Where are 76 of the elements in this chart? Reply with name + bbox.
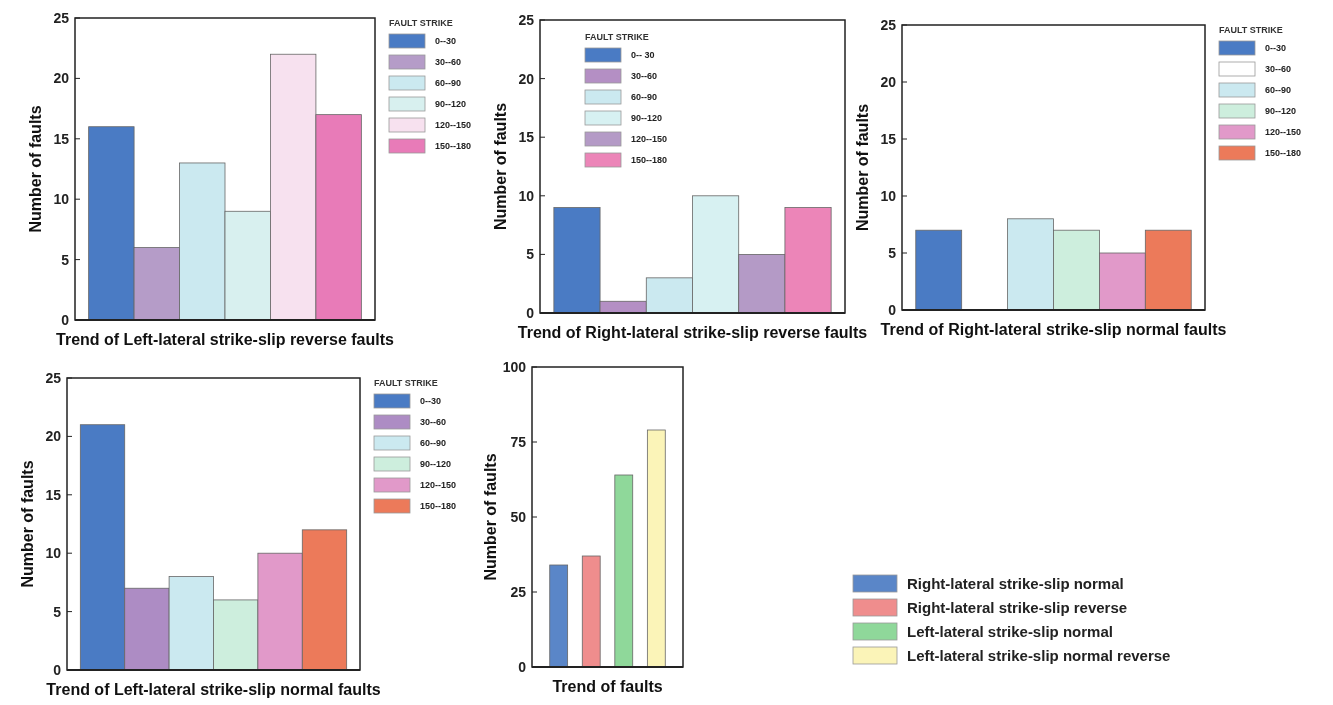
y-tick-label: 10: [518, 187, 535, 204]
legend-title: FAULT STRIKE: [1219, 25, 1283, 35]
legend-label: 150--180: [1265, 148, 1302, 159]
legend-label: 150--180: [435, 141, 472, 152]
legend-label: 0--30: [435, 36, 457, 47]
x-axis-title: Trend of Right-lateral strike-slip reverse faults: [517, 324, 868, 341]
y-tick-label: 100: [502, 358, 527, 375]
legend-label: 120--150: [631, 134, 668, 145]
legend-label: 150--180: [420, 501, 457, 512]
legend-title: FAULT STRIKE: [374, 378, 438, 388]
bar: [646, 429, 666, 668]
legend-label: 30--60: [420, 417, 447, 428]
y-tick-label: 0: [518, 658, 527, 675]
legend-label: 0--30: [1265, 43, 1287, 54]
y-axis-title: Number of faults: [27, 105, 44, 233]
legend-label: 60--90: [1265, 85, 1292, 96]
y-tick-label: 5: [526, 246, 535, 263]
y-tick-label: 20: [880, 73, 897, 90]
y-tick-label: 10: [880, 187, 897, 204]
y-tick-label: 15: [53, 130, 70, 147]
y-tick-label: 25: [518, 11, 535, 28]
legend-title: FAULT STRIKE: [389, 18, 453, 28]
bar: [581, 555, 601, 668]
x-axis-title: Trend of Left-lateral strike-slip normal faults: [46, 681, 381, 698]
y-tick-label: 5: [888, 244, 897, 261]
y-tick-label: 25: [53, 9, 70, 26]
y-axis-title: Number of faults: [492, 102, 509, 231]
legend-label: 0--30: [420, 396, 442, 407]
y-axis-title: Number of faults: [19, 460, 36, 588]
legend-label: 120--150: [1265, 127, 1302, 138]
y-tick-label: 50: [510, 508, 527, 525]
legend-label: 60--90: [631, 92, 658, 103]
legend-label: 60--90: [435, 78, 462, 89]
legend-label: 30--60: [631, 71, 658, 82]
legend-label: 30--60: [435, 57, 462, 68]
x-axis-title: Trend of faults: [552, 678, 663, 695]
legend-label: Right-lateral strike-slip normal: [907, 574, 1124, 592]
y-tick-label: 0: [53, 661, 62, 678]
y-axis-title: Number of faults: [854, 103, 871, 232]
legend-label: 120--150: [420, 480, 457, 491]
bar: [915, 229, 963, 311]
y-tick-label: 20: [45, 428, 62, 445]
bar: [549, 564, 569, 668]
legend-label: Left-lateral strike-slip normal: [907, 622, 1113, 640]
y-tick-label: 10: [53, 191, 70, 208]
y-tick-label: 20: [53, 70, 70, 87]
y-axis-title: Number of faults: [482, 453, 499, 581]
y-tick-label: 10: [45, 545, 62, 562]
legend-label: 90--120: [420, 459, 452, 470]
bar: [614, 474, 634, 668]
legend-label: 90--120: [631, 113, 663, 124]
y-tick-label: 15: [880, 130, 897, 147]
legend-label: 90--120: [435, 99, 467, 110]
y-tick-label: 0: [526, 304, 535, 321]
y-tick-label: 25: [510, 583, 527, 600]
x-axis-title: Trend of Right-lateral strike-slip normal faults: [880, 321, 1227, 338]
legend-title: FAULT STRIKE: [585, 32, 649, 42]
legend-label: 150--180: [631, 155, 668, 166]
legend-label: 90--120: [1265, 106, 1297, 117]
y-tick-label: 0: [888, 301, 897, 318]
legend-label: 60--90: [420, 438, 447, 449]
y-tick-label: 5: [61, 251, 70, 268]
y-tick-label: 15: [518, 129, 535, 146]
y-tick-label: 25: [45, 369, 62, 386]
y-tick-label: 75: [510, 433, 527, 450]
legend-label: 120--150: [435, 120, 472, 131]
legend-label: 30--60: [1265, 64, 1292, 75]
y-tick-label: 20: [518, 70, 535, 87]
legend-label: Left-lateral strike-slip normal reverse: [907, 646, 1171, 664]
legend-label: 0-- 30: [631, 50, 655, 61]
y-tick-label: 15: [45, 486, 62, 503]
y-tick-label: 25: [880, 16, 897, 33]
y-tick-label: 5: [53, 603, 62, 620]
x-axis-title: Trend of Left-lateral strike-slip reverse faults: [56, 331, 395, 348]
legend-label: Right-lateral strike-slip reverse: [907, 598, 1128, 616]
y-tick-label: 0: [61, 311, 70, 328]
